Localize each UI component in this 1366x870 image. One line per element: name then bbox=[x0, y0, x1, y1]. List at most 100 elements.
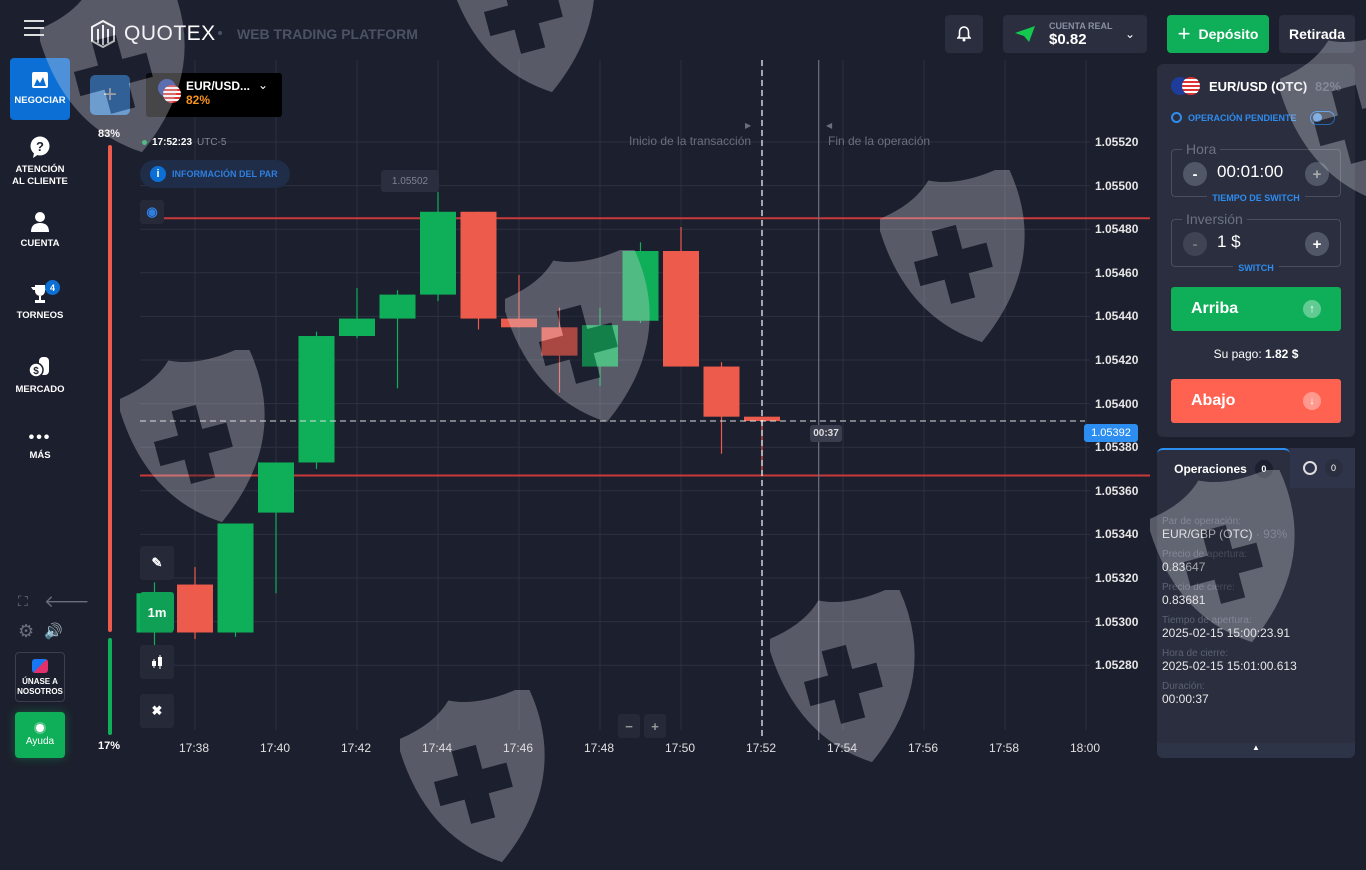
operation-field-value: 0.83647 bbox=[1162, 560, 1347, 574]
y-tick-label: 1.05400 bbox=[1095, 396, 1139, 411]
price-chart[interactable] bbox=[0, 0, 1366, 768]
down-button[interactable]: Abajo ↓ bbox=[1171, 379, 1341, 423]
up-label: Arriba bbox=[1191, 300, 1239, 317]
amount-field[interactable]: Inversión - 1 $ + SWITCH bbox=[1171, 211, 1341, 273]
operation-field-label: Tiempo de apertura: bbox=[1162, 615, 1252, 626]
y-tick-label: 1.05520 bbox=[1095, 135, 1139, 149]
candle-body bbox=[582, 325, 618, 367]
indicators-button[interactable]: ✖ bbox=[140, 694, 174, 728]
tab-operations[interactable]: Operaciones 0 bbox=[1157, 448, 1290, 488]
operation-details: Par de operación: EUR/GBP (OTC) · 93% Prec… bbox=[1162, 516, 1347, 714]
operation-field-label: Duración: bbox=[1162, 681, 1205, 692]
more-icon: ••• bbox=[28, 429, 52, 446]
sidebar-item-label: ATENCIÓN AL CLIENTE bbox=[12, 164, 68, 187]
y-tick-label: 1.05320 bbox=[1095, 571, 1139, 585]
us-flag-icon bbox=[163, 85, 181, 103]
account-selector[interactable]: CUENTA REAL $0.82 ⌄ bbox=[1003, 15, 1147, 53]
trade-pair-name: EUR/USD (OTC) bbox=[1209, 79, 1308, 94]
x-tick-label: 17:46 bbox=[503, 741, 534, 755]
pair-info-button[interactable]: i INFORMACIÓN DEL PAR bbox=[140, 160, 290, 188]
pending-count: 0 bbox=[1324, 459, 1343, 477]
candle-body bbox=[703, 366, 740, 417]
amount-switch-link[interactable]: SWITCH bbox=[1233, 263, 1279, 273]
candle-body bbox=[541, 327, 578, 356]
tab-operations-label: Operaciones bbox=[1174, 462, 1247, 476]
online-dot-icon bbox=[142, 140, 147, 145]
visibility-toggle[interactable]: ◉ bbox=[140, 200, 164, 224]
drawing-tool-button[interactable]: ✎ bbox=[140, 546, 174, 580]
notifications-button[interactable] bbox=[945, 15, 983, 53]
collapse-button[interactable]: ▲ bbox=[1157, 743, 1355, 758]
sidebar-item-label: TORNEOS bbox=[16, 310, 64, 321]
operation-value: 00:00:37 bbox=[1162, 692, 1209, 706]
asset-tab[interactable]: EUR/USD... 82% ⌄ bbox=[146, 73, 282, 117]
x-tick-label: 17:48 bbox=[584, 741, 615, 755]
zoom-out-button[interactable]: − bbox=[618, 714, 640, 738]
asset-name: EUR/USD... bbox=[186, 79, 251, 93]
operation-field-label: Precio de cierre: bbox=[1162, 582, 1235, 593]
brand-name: QUOTEX bbox=[124, 22, 216, 45]
arrow-left-icon[interactable]: 🡐 bbox=[44, 592, 90, 611]
sidebar-item-support[interactable]: ? ATENCIÓN AL CLIENTE bbox=[10, 136, 70, 188]
x-tick-label: 17:40 bbox=[260, 741, 291, 755]
chevron-down-icon: ⌄ bbox=[1124, 27, 1135, 41]
help-button[interactable]: Ayuda bbox=[15, 712, 65, 758]
candle-body bbox=[258, 462, 294, 513]
plus-icon: + bbox=[1177, 21, 1191, 46]
amount-increase-button[interactable]: + bbox=[1305, 232, 1329, 256]
y-tick-label: 1.05460 bbox=[1095, 265, 1139, 280]
clock-time: 17:52:23 bbox=[152, 137, 193, 148]
satellite-icon: ✖ bbox=[151, 703, 163, 718]
candle-body bbox=[177, 584, 213, 633]
time-decrease-button[interactable]: - bbox=[1183, 162, 1207, 186]
add-asset-button[interactable]: + bbox=[90, 75, 130, 115]
candle-body bbox=[379, 294, 416, 319]
sidebar-item-trade[interactable]: NEGOCIAR bbox=[10, 58, 70, 120]
time-switch-link[interactable]: TIEMPO DE SWITCH bbox=[1207, 193, 1305, 203]
deposit-button[interactable]: + Depósito bbox=[1167, 15, 1269, 53]
menu-button[interactable] bbox=[24, 20, 44, 36]
candle-body bbox=[298, 336, 335, 463]
amount-decrease-button[interactable]: - bbox=[1183, 232, 1207, 256]
arrow-right-icon: ▶ bbox=[745, 121, 752, 130]
x-tick-label: 17:42 bbox=[341, 741, 372, 755]
up-button[interactable]: Arriba ↑ bbox=[1171, 287, 1341, 331]
sidebar-item-more[interactable]: ••• MÁS bbox=[10, 429, 70, 462]
join-us-button[interactable]: ÚNASE A NOSOTROS bbox=[15, 652, 65, 702]
operation-field-label: Precio de apertura: bbox=[1162, 549, 1248, 560]
amount-value[interactable]: 1 $ bbox=[1217, 232, 1241, 251]
svg-text:$: $ bbox=[33, 366, 39, 377]
time-increase-button[interactable]: + bbox=[1305, 162, 1329, 186]
y-tick-label: 1.05360 bbox=[1095, 483, 1139, 498]
sidebar-item-market[interactable]: $ MERCADO bbox=[10, 356, 70, 396]
arrow-left-icon: ◀ bbox=[826, 121, 833, 130]
join-us-label: ÚNASE A NOSOTROS bbox=[17, 677, 63, 696]
tab-pending[interactable]: 0 bbox=[1290, 448, 1355, 488]
platform-subtitle: WEB TRADING PLATFORM bbox=[237, 26, 418, 42]
chart-type-button[interactable] bbox=[140, 645, 174, 679]
svg-text:?: ? bbox=[36, 139, 44, 154]
operation-field-label: Par de operación: bbox=[1162, 516, 1241, 527]
sidebar-item-account[interactable]: CUENTA bbox=[10, 212, 70, 250]
pending-trade-toggle[interactable] bbox=[1310, 111, 1335, 125]
x-tick-label: 17:52 bbox=[746, 741, 777, 755]
countdown-label: 00:37 bbox=[810, 425, 842, 442]
chart-icon bbox=[32, 72, 48, 88]
fullscreen-icon[interactable]: ⛶ bbox=[18, 593, 28, 609]
sound-icon[interactable]: 🔊 bbox=[44, 623, 63, 640]
gear-icon[interactable]: ⚙ bbox=[18, 621, 35, 641]
zoom-in-button[interactable]: + bbox=[644, 714, 666, 738]
clock-icon bbox=[1171, 112, 1182, 123]
time-value[interactable]: 00:01:00 bbox=[1217, 162, 1284, 181]
eye-icon: ◉ bbox=[146, 204, 158, 219]
x-tick-label: 17:50 bbox=[665, 741, 696, 755]
time-field[interactable]: Hora - 00:01:00 + TIEMPO DE SWITCH bbox=[1171, 141, 1341, 203]
sentiment-bar-up bbox=[108, 145, 112, 632]
withdraw-button[interactable]: Retirada bbox=[1279, 15, 1355, 53]
timeframe-button[interactable]: 1m bbox=[140, 592, 174, 632]
deposit-label: Depósito bbox=[1198, 26, 1259, 42]
logo: QUOTEX bbox=[90, 20, 216, 48]
sidebar-item-tournaments[interactable]: 4 TORNEOS bbox=[10, 280, 70, 322]
help-icon: ? bbox=[30, 136, 50, 158]
separator-dot bbox=[218, 31, 222, 35]
